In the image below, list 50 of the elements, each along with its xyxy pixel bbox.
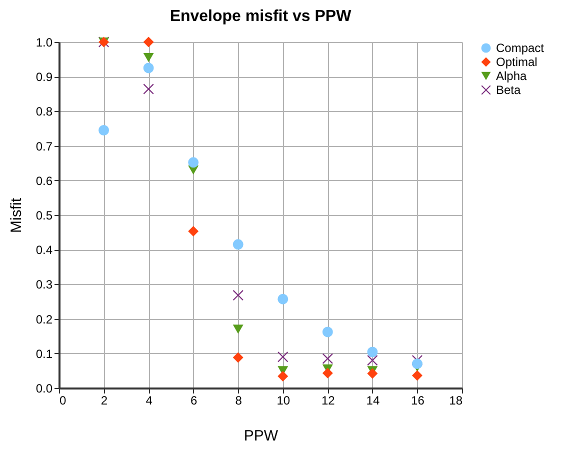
point: [232, 324, 244, 334]
y-tick-label: 0.1: [36, 346, 53, 361]
x-tick-label: 8: [235, 394, 242, 408]
point: [188, 226, 199, 237]
x-tick-label: 4: [146, 394, 153, 408]
point: [143, 62, 154, 74]
point: [232, 290, 244, 301]
point: [232, 239, 244, 250]
x-tick-label: 0: [60, 394, 66, 408]
y-tick-label: 0.2: [36, 312, 53, 326]
point: [98, 124, 110, 136]
point: [278, 352, 288, 362]
point: [412, 370, 422, 381]
point: [322, 326, 333, 338]
point: [232, 352, 244, 363]
point: [367, 346, 378, 358]
y-tick-label: 0.9: [36, 70, 53, 84]
y-tick-label: 0.0: [36, 382, 53, 396]
point: [143, 84, 154, 94]
x-tick-label: 10: [276, 394, 290, 408]
y-tick-label: 0.4: [36, 243, 53, 258]
legend-label: Compact: [496, 41, 545, 55]
point: [143, 36, 154, 48]
y-tick-label: 0.7: [36, 139, 53, 154]
point: [278, 294, 288, 304]
x-tick-label: 14: [366, 394, 380, 408]
point: [322, 368, 333, 378]
x-axis-title: PPW: [244, 428, 279, 444]
chart-title: Envelope misfit vs PPW: [170, 8, 352, 25]
y-axis-title: Misfit: [8, 197, 25, 233]
point: [278, 370, 288, 382]
legend-label: Optimal: [496, 55, 538, 69]
point: [143, 53, 154, 62]
y-tick-label: 0.8: [36, 104, 53, 119]
y-tick-label: 0.6: [36, 174, 53, 188]
point: [367, 355, 378, 366]
x-tick-label: 6: [190, 394, 198, 408]
point: [322, 353, 333, 364]
point: [188, 157, 199, 168]
x-tick-label: 16: [411, 394, 425, 408]
y-tick-label: 1.0: [36, 36, 53, 50]
legend-label: Alpha: [496, 69, 528, 83]
y-tick-label: 0.5: [36, 208, 53, 222]
legend-label: Beta: [496, 83, 522, 97]
y-tick-label: 0.3: [36, 278, 53, 292]
point: [367, 368, 378, 379]
x-tick-label: 2: [100, 394, 108, 408]
point: [412, 358, 422, 370]
x-tick-label: 12: [321, 394, 336, 408]
x-tick-label: 18: [449, 394, 463, 408]
